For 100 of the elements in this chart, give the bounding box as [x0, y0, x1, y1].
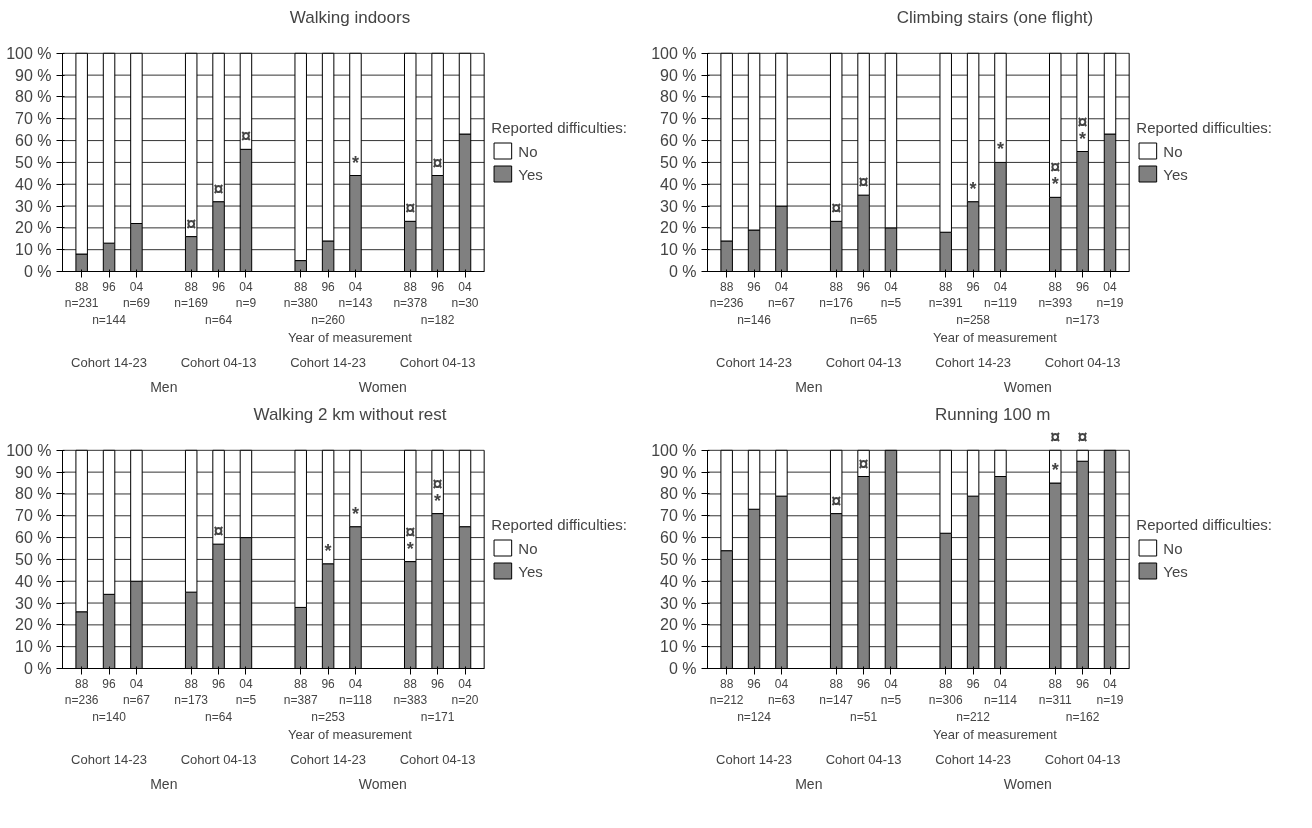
annotation: * [324, 540, 332, 561]
y-tick-label: 70 % [660, 110, 697, 128]
text: Cohort 14-23 [290, 751, 367, 767]
y-tick-label: 100 % [6, 44, 52, 62]
annotation: * [351, 503, 359, 524]
y-tick-label: 0 % [668, 660, 697, 677]
annotation: ¤ [831, 198, 842, 219]
text: Cohort 04-13 [1044, 354, 1121, 370]
legend-label: Yes [1163, 165, 1188, 182]
y-tick-label: 90 % [15, 66, 52, 84]
annotation: ¤ [213, 178, 224, 199]
y-tick-label: 20 % [660, 219, 697, 237]
annotation: ¤ [858, 172, 869, 193]
y-tick-label: 40 % [15, 175, 52, 193]
text: Cohort 14-23 [935, 354, 1012, 370]
text: Cohort 14-23 [716, 751, 792, 767]
x-tick-label: 04 n=30 [451, 279, 479, 311]
y-tick-label: 60 % [15, 529, 52, 547]
annotation: ¤ [213, 521, 224, 542]
x-tick-label: 04 n=5 [880, 279, 902, 311]
text: Cohort 04-13 [180, 354, 257, 370]
y-tick-label: 50 % [660, 550, 697, 568]
y-tick-label: 20 % [15, 616, 52, 634]
legend-title: Reported difficulties: [491, 515, 627, 533]
y-tick-label: 100 % [651, 44, 697, 62]
text: Cohort 14-23 [716, 354, 792, 370]
y-tick-label: 100 % [651, 441, 697, 459]
x-axis-title: Year of measurement [288, 330, 413, 346]
y-tick-label: 70 % [15, 110, 52, 128]
text: Cohort 04-13 [180, 751, 257, 767]
chart-title: Climbing stairs (one flight) [896, 7, 1094, 27]
y-tick-label: 50 % [15, 550, 52, 568]
legend-label: Yes [1163, 562, 1188, 579]
x-tick-label: 04 n=69 [122, 279, 151, 311]
text: Women [1003, 378, 1052, 395]
text: Cohort 14-23 [71, 354, 147, 370]
legend-label: No [1163, 142, 1184, 159]
y-tick-label: 80 % [660, 88, 697, 106]
legend-title: Reported difficulties: [491, 118, 627, 136]
x-tick-label: 04 n=20 [451, 676, 479, 708]
annotation: * [351, 152, 359, 173]
annotation: ¤ [405, 198, 416, 219]
chart-title: Walking 2 km without rest [253, 404, 447, 424]
y-tick-label: 60 % [660, 529, 697, 547]
y-tick-label: 90 % [660, 66, 697, 84]
y-tick-label: 60 % [15, 132, 52, 150]
annotation: * [996, 139, 1004, 160]
x-tick-label: 04 n=67 [122, 676, 151, 708]
x-axis-title: Year of measurement [933, 330, 1058, 346]
y-tick-label: 80 % [660, 485, 697, 503]
x-tick-label: 04 n=9 [235, 279, 257, 311]
annotation: ¤ [858, 453, 869, 474]
text: Men [150, 378, 178, 395]
y-tick-label: 60 % [660, 132, 697, 150]
annotation: ¤ [432, 152, 443, 173]
y-tick-label: 80 % [15, 88, 52, 106]
x-tick-label: 04 n=5 [235, 676, 257, 708]
x-tick-label: 04 n=114 [984, 676, 1018, 708]
text: Cohort 04-13 [825, 354, 902, 370]
y-tick-label: 0 % [23, 660, 52, 677]
x-tick-label: 04 n=19 [1096, 279, 1124, 311]
legend-title: Reported difficulties: [1136, 118, 1272, 136]
y-tick-label: 10 % [660, 241, 697, 259]
y-tick-label: 70 % [660, 507, 697, 525]
y-tick-label: 30 % [15, 594, 52, 612]
y-tick-label: 30 % [660, 594, 697, 612]
y-tick-label: 40 % [15, 572, 52, 590]
y-tick-label: 80 % [15, 485, 52, 503]
chart-title: Running 100 m [934, 404, 1051, 424]
annotation: ¤ [1050, 427, 1061, 448]
y-tick-label: 90 % [15, 463, 52, 481]
annotation: ¤ [186, 213, 197, 234]
x-tick-label: 04 n=143 [338, 279, 373, 311]
y-tick-label: 40 % [660, 572, 697, 590]
y-tick-label: 50 % [660, 153, 697, 171]
text: Men [150, 775, 178, 792]
legend-label: Yes [518, 165, 543, 182]
y-tick-label: 50 % [15, 153, 52, 171]
x-tick-label: 04 n=67 [767, 279, 796, 311]
text: Cohort 14-23 [290, 354, 367, 370]
y-tick-label: 90 % [660, 463, 697, 481]
y-tick-label: 20 % [15, 219, 52, 237]
y-tick-label: 20 % [660, 616, 697, 634]
text: Cohort 14-23 [71, 751, 147, 767]
legend-label: No [518, 142, 539, 159]
y-tick-label: 10 % [15, 638, 52, 656]
legend-label: No [518, 539, 539, 556]
y-tick-label: 40 % [660, 175, 697, 193]
y-tick-label: 10 % [15, 241, 52, 259]
text: Women [358, 378, 407, 395]
y-tick-label: 0 % [668, 263, 697, 280]
text: Women [1003, 775, 1052, 792]
y-tick-label: 30 % [660, 197, 697, 215]
annotation: ¤ [831, 490, 842, 511]
y-tick-label: 0 % [23, 263, 52, 280]
x-tick-label: 04 n=118 [339, 676, 373, 708]
text: Cohort 04-13 [399, 751, 476, 767]
x-axis-title: Year of measurement [933, 727, 1058, 743]
y-tick-label: 70 % [15, 507, 52, 525]
text: Cohort 14-23 [935, 751, 1012, 767]
